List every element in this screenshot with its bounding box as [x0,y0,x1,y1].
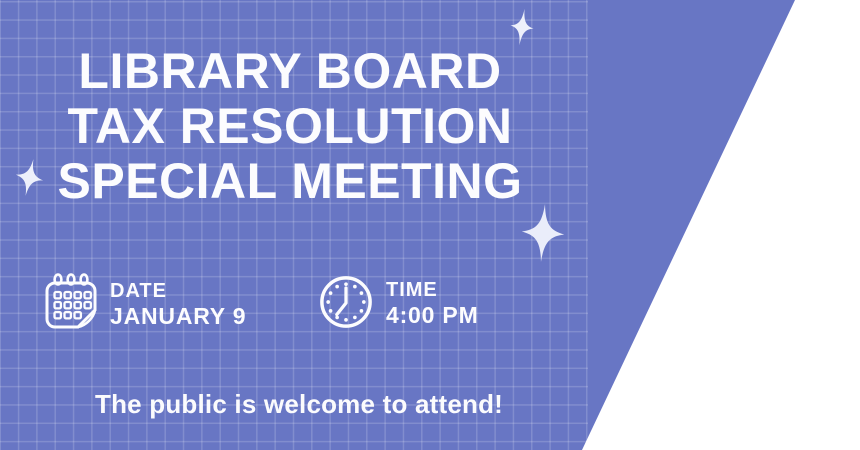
title-line-1: LIBRARY BOARD [78,43,502,99]
date-section: DATE JANUARY 9 [45,272,246,335]
time-label: TIME [386,279,438,301]
sparkle-icon [505,6,538,48]
clock-icon [319,275,373,334]
grid-pattern [0,0,588,450]
calendar-icon [45,272,97,335]
footer-note: The public is welcome to attend! [95,389,504,419]
sparkle-icon [10,155,48,200]
date-label: DATE [110,280,167,302]
title-line-3: SPECIAL MEETING [57,153,523,209]
date-value: JANUARY 9 [110,303,247,329]
sparkle-icon [517,201,569,264]
title-line-2: TAX RESOLUTION [67,98,513,154]
event-title: LIBRARY BOARD TAX RESOLUTION SPECIAL MEE… [28,44,552,209]
time-value: 4:00 PM [386,302,479,328]
time-section: TIME 4:00 PM [319,275,479,334]
